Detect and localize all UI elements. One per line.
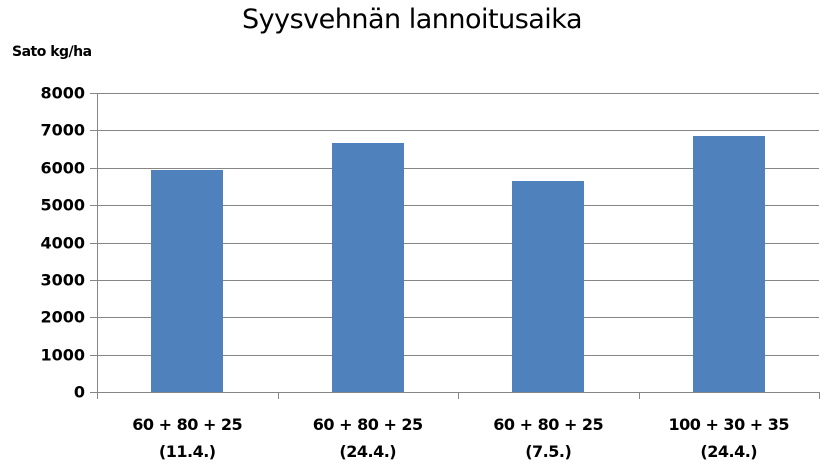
y-tick-label: 1000 [40, 345, 85, 365]
gridline [90, 279, 819, 281]
x-tick [278, 392, 279, 399]
chart-title: Syysvehnän lannoitusaika [241, 4, 583, 35]
gridline [90, 130, 819, 132]
bar [331, 143, 404, 392]
gridline [90, 93, 819, 94]
y-tick-label: 7000 [40, 120, 85, 140]
x-label-treatment: 60 + 80 + 25 [132, 415, 243, 434]
y-tick-label: 3000 [40, 270, 85, 290]
y-tick-label: 8000 [40, 83, 85, 103]
bar [692, 135, 765, 392]
x-tick-label: 60 + 80 + 25 (7.5.) [458, 411, 638, 465]
x-label-date: (24.4.) [339, 442, 397, 461]
x-tick [458, 392, 459, 399]
x-tick-label: 100 + 30 + 35 (24.4.) [639, 411, 819, 465]
y-tick-label: 2000 [40, 307, 85, 327]
x-label-treatment: 60 + 80 + 25 [312, 415, 423, 434]
x-tick-label: 60 + 80 + 25 (24.4.) [278, 411, 458, 465]
gridline [90, 392, 819, 393]
gridline [90, 205, 819, 207]
y-tick-label: 0 [73, 382, 85, 402]
x-label-date: (24.4.) [700, 442, 758, 461]
x-tick [819, 392, 820, 399]
bar [151, 170, 224, 392]
bar [512, 181, 585, 392]
y-tick-label: 5000 [40, 195, 85, 215]
y-axis-label: Sato kg/ha [12, 44, 92, 60]
gridline [90, 317, 819, 319]
y-axis-line [97, 93, 98, 399]
x-label-treatment: 60 + 80 + 25 [493, 415, 604, 434]
x-label-treatment: 100 + 30 + 35 [668, 415, 790, 434]
y-tick-label: 4000 [40, 233, 85, 252]
x-tick [639, 392, 640, 399]
plot-area: 8000 7000 6000 5000 4000 3000 2000 1000 0 60 + 80… [40, 84, 820, 461]
x-label-date: (11.4.) [158, 442, 216, 461]
y-tick-label: 6000 [40, 158, 85, 178]
gridline [90, 354, 819, 356]
gridline [90, 167, 819, 169]
gridline [90, 242, 819, 244]
x-tick-label: 60 + 80 + 25 (11.4.) [97, 411, 277, 465]
x-label-date: (7.5.) [525, 442, 572, 461]
